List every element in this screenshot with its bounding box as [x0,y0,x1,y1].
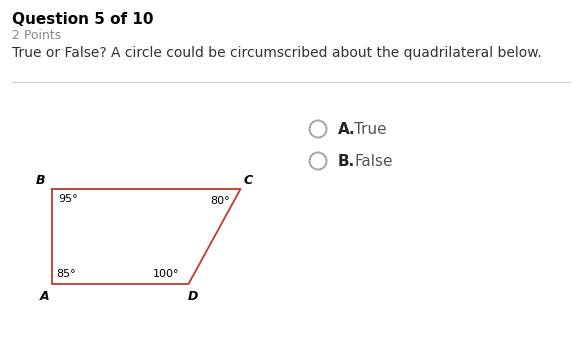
Text: A: A [40,289,50,302]
Text: B: B [36,175,45,188]
Text: 100°: 100° [153,269,180,279]
Text: True or False? A circle could be circumscribed about the quadrilateral below.: True or False? A circle could be circums… [12,46,542,60]
Text: True: True [354,121,386,137]
Text: D: D [187,289,198,302]
Text: A.: A. [338,121,356,137]
Text: 95°: 95° [58,194,78,204]
Text: 2 Points: 2 Points [12,29,61,42]
Text: C: C [244,175,253,188]
Text: Question 5 of 10: Question 5 of 10 [12,12,154,27]
Text: 85°: 85° [56,269,76,279]
Text: 80°: 80° [211,196,230,206]
Text: False: False [354,153,392,169]
Text: B.: B. [338,153,355,169]
